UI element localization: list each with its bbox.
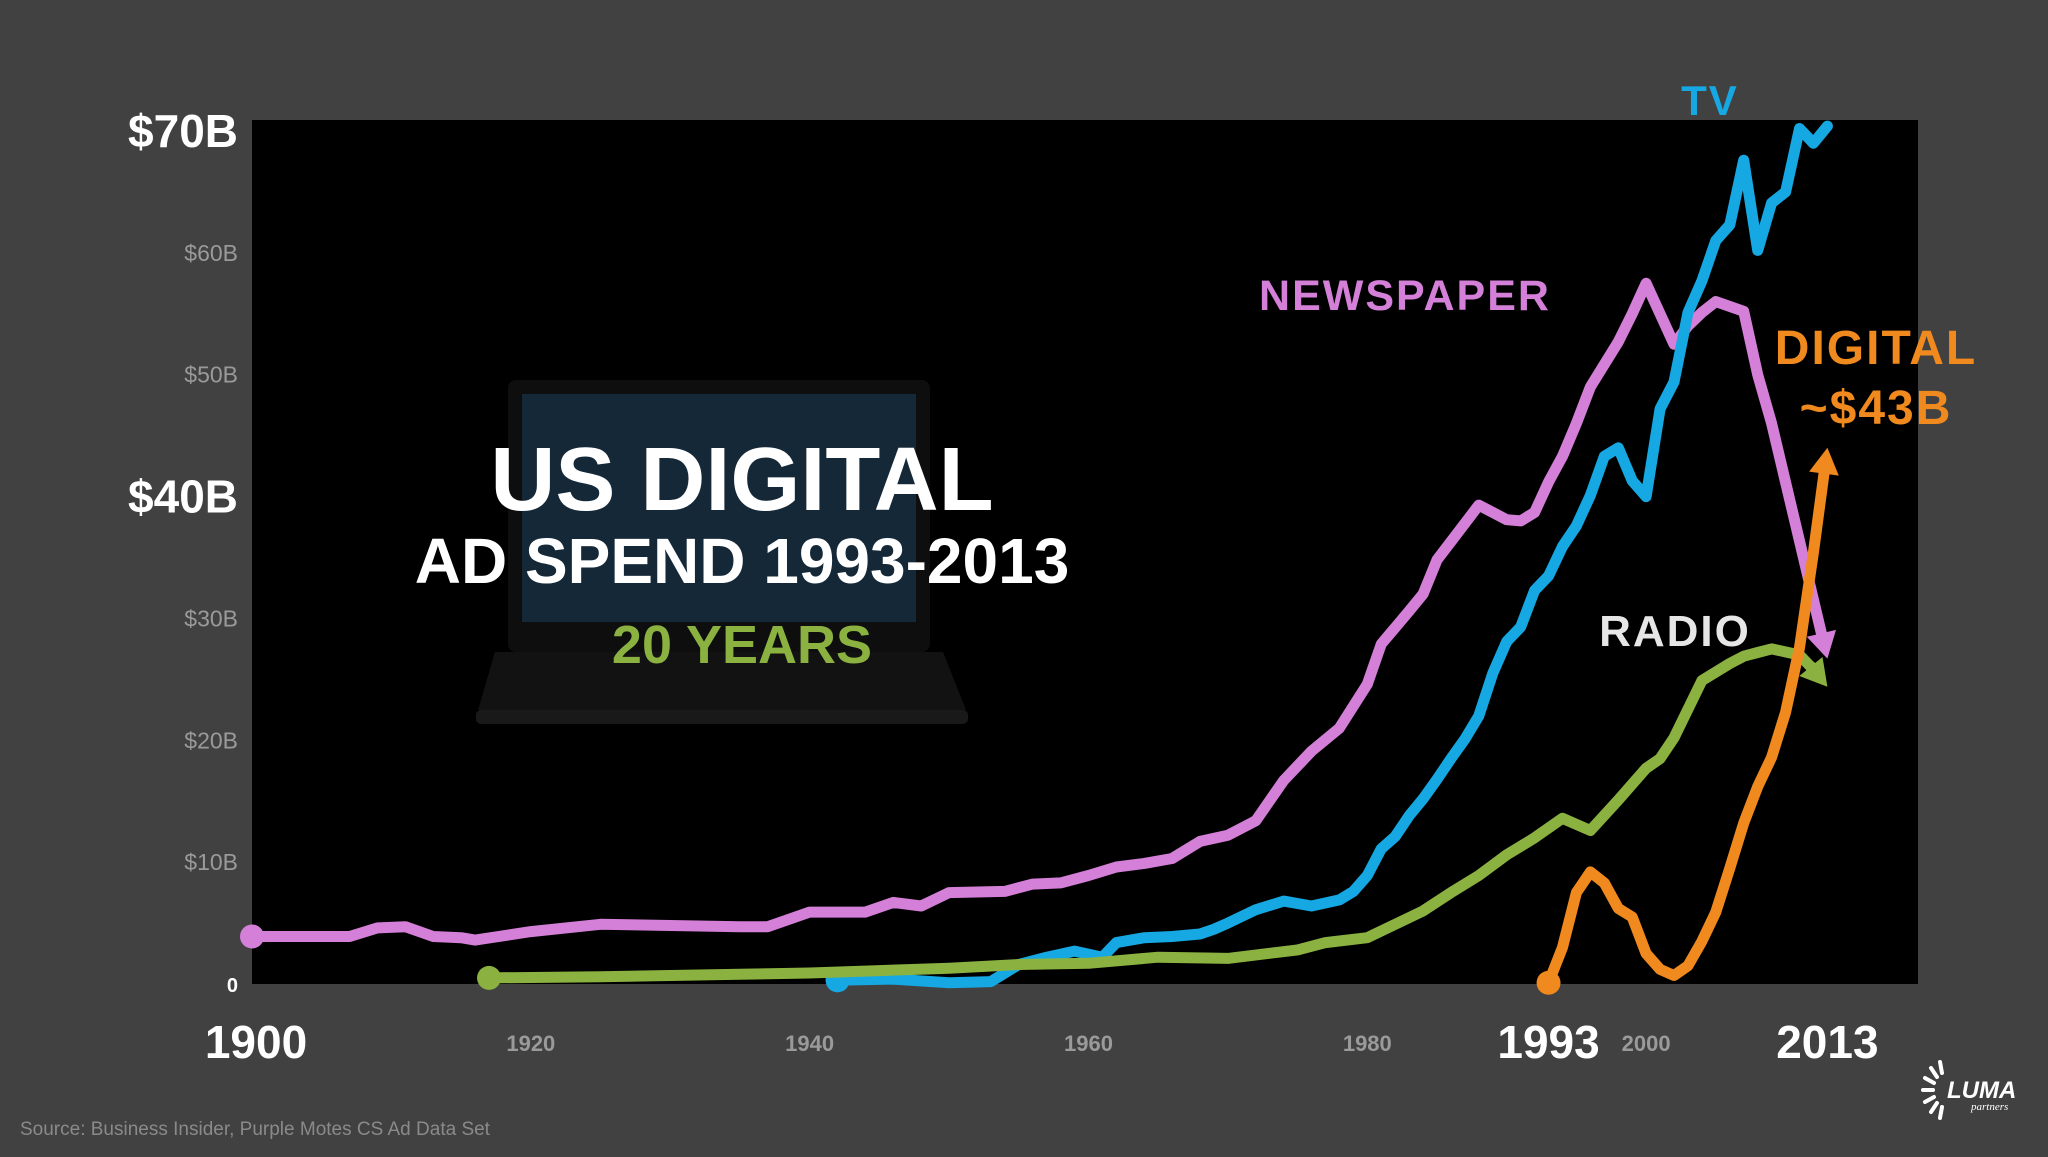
logo-wordmark: LUMA xyxy=(1947,1077,2016,1104)
series-line-radio xyxy=(483,643,1819,984)
series-line-digital xyxy=(1543,468,1830,989)
series-label-radio: RADIO xyxy=(1599,607,1751,656)
chart-subtitle: AD SPEND 1993-2013 xyxy=(415,525,1070,597)
y-tick-label: 0 xyxy=(227,975,238,997)
series-start-marker-digital xyxy=(1536,970,1561,995)
series-arrow-newspaper xyxy=(1806,629,1836,659)
y-tick-label: $70B xyxy=(128,105,238,157)
y-tick-label: $40B xyxy=(128,471,238,523)
luma-logo: LUMA partners xyxy=(1921,1060,2016,1120)
x-tick-label: 2000 xyxy=(1622,1031,1671,1056)
x-tick-label: 1980 xyxy=(1343,1031,1392,1056)
series-label-digital: ~$43B xyxy=(1800,382,1953,435)
x-tick-label: 1900 xyxy=(205,1016,307,1068)
series-start-marker-radio xyxy=(477,965,502,990)
chart-title: US DIGITAL xyxy=(490,430,993,530)
series-label-tv: TV xyxy=(1681,77,1739,124)
x-tick-label: 1993 xyxy=(1497,1016,1599,1068)
source-note: Source: Business Insider, Purple Motes C… xyxy=(20,1119,490,1140)
sunburst-icon xyxy=(1921,1060,1944,1120)
series-line-newspaper xyxy=(246,277,1827,946)
series-arrow-digital xyxy=(1809,447,1839,476)
y-tick-label: $50B xyxy=(184,362,238,388)
y-tick-label: $60B xyxy=(184,240,238,266)
chart-highlight: 20 YEARS xyxy=(612,615,872,675)
laptop-illustration xyxy=(476,380,968,724)
x-tick-label: 1920 xyxy=(506,1031,555,1056)
y-tick-label: $10B xyxy=(184,849,238,875)
y-tick-label: $30B xyxy=(184,605,238,631)
x-tick-label: 1940 xyxy=(785,1031,834,1056)
logo-tagline: partners xyxy=(1970,1101,2008,1113)
x-tick-label: 2013 xyxy=(1776,1016,1878,1068)
x-tick-label: 1960 xyxy=(1064,1031,1113,1056)
series-arrow-radio xyxy=(1799,657,1828,687)
series-label-digital: DIGITAL xyxy=(1775,322,1977,375)
y-tick-label: $20B xyxy=(184,727,238,753)
series-label-newspaper: NEWSPAPER xyxy=(1259,272,1551,320)
series-start-marker-newspaper xyxy=(240,924,264,949)
series-line-tv xyxy=(832,120,1833,989)
